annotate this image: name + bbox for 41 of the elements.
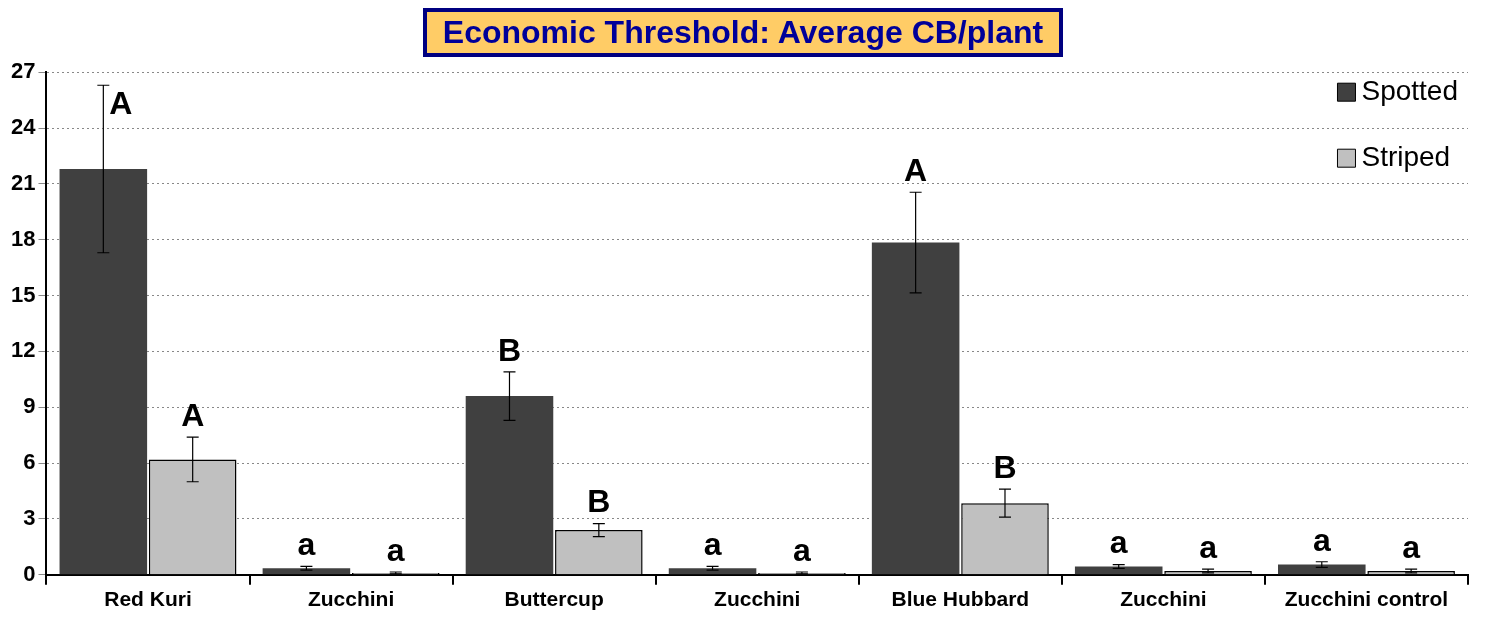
- chart-title: Economic Threshold: Average CB/plant: [422, 8, 1064, 57]
- x-tick-label: Red Kuri: [104, 587, 192, 611]
- bar: [465, 396, 554, 575]
- data-label: a: [793, 531, 812, 568]
- data-label: a: [1199, 529, 1218, 566]
- y-tick-label: 0: [23, 560, 36, 586]
- x-tick-label: Zucchini: [714, 587, 801, 611]
- y-tick-label: 12: [10, 337, 36, 363]
- data-label: B: [993, 449, 1017, 485]
- bar: [668, 568, 757, 575]
- data-label: a: [1109, 524, 1128, 561]
- data-label: a: [703, 526, 722, 563]
- bar: [1278, 564, 1366, 575]
- data-label: a: [297, 526, 316, 563]
- bar: [1074, 566, 1163, 575]
- data-label: B: [587, 483, 611, 520]
- legend-label: Striped: [1361, 140, 1451, 172]
- data-label: a: [1402, 529, 1421, 566]
- y-tick-label: 15: [10, 281, 36, 307]
- bar: [262, 568, 351, 575]
- bar: [59, 169, 148, 575]
- data-label: A: [181, 396, 205, 433]
- y-tick-label: 9: [23, 393, 36, 419]
- data-label: a: [386, 531, 405, 568]
- x-tick-label: Buttercup: [504, 587, 604, 611]
- data-label: A: [904, 152, 928, 189]
- x-tick-label: Zucchini control: [1284, 587, 1449, 611]
- y-tick-label: 21: [10, 169, 36, 195]
- x-tick-label: Zucchini: [307, 587, 395, 611]
- y-tick-label: 6: [23, 449, 36, 475]
- data-label: A: [109, 85, 133, 122]
- x-tick-label: Blue Hubbard: [891, 587, 1030, 611]
- x-tick-label: Zucchini: [1120, 587, 1207, 611]
- y-tick-label: 27: [10, 58, 36, 84]
- data-label: a: [1312, 521, 1331, 558]
- y-tick-label: 24: [10, 114, 37, 140]
- y-tick-label: 3: [23, 505, 36, 531]
- data-label: B: [497, 331, 522, 368]
- y-tick-label: 18: [10, 225, 36, 251]
- bar: [871, 242, 960, 575]
- legend-label: Spotted: [1361, 74, 1459, 106]
